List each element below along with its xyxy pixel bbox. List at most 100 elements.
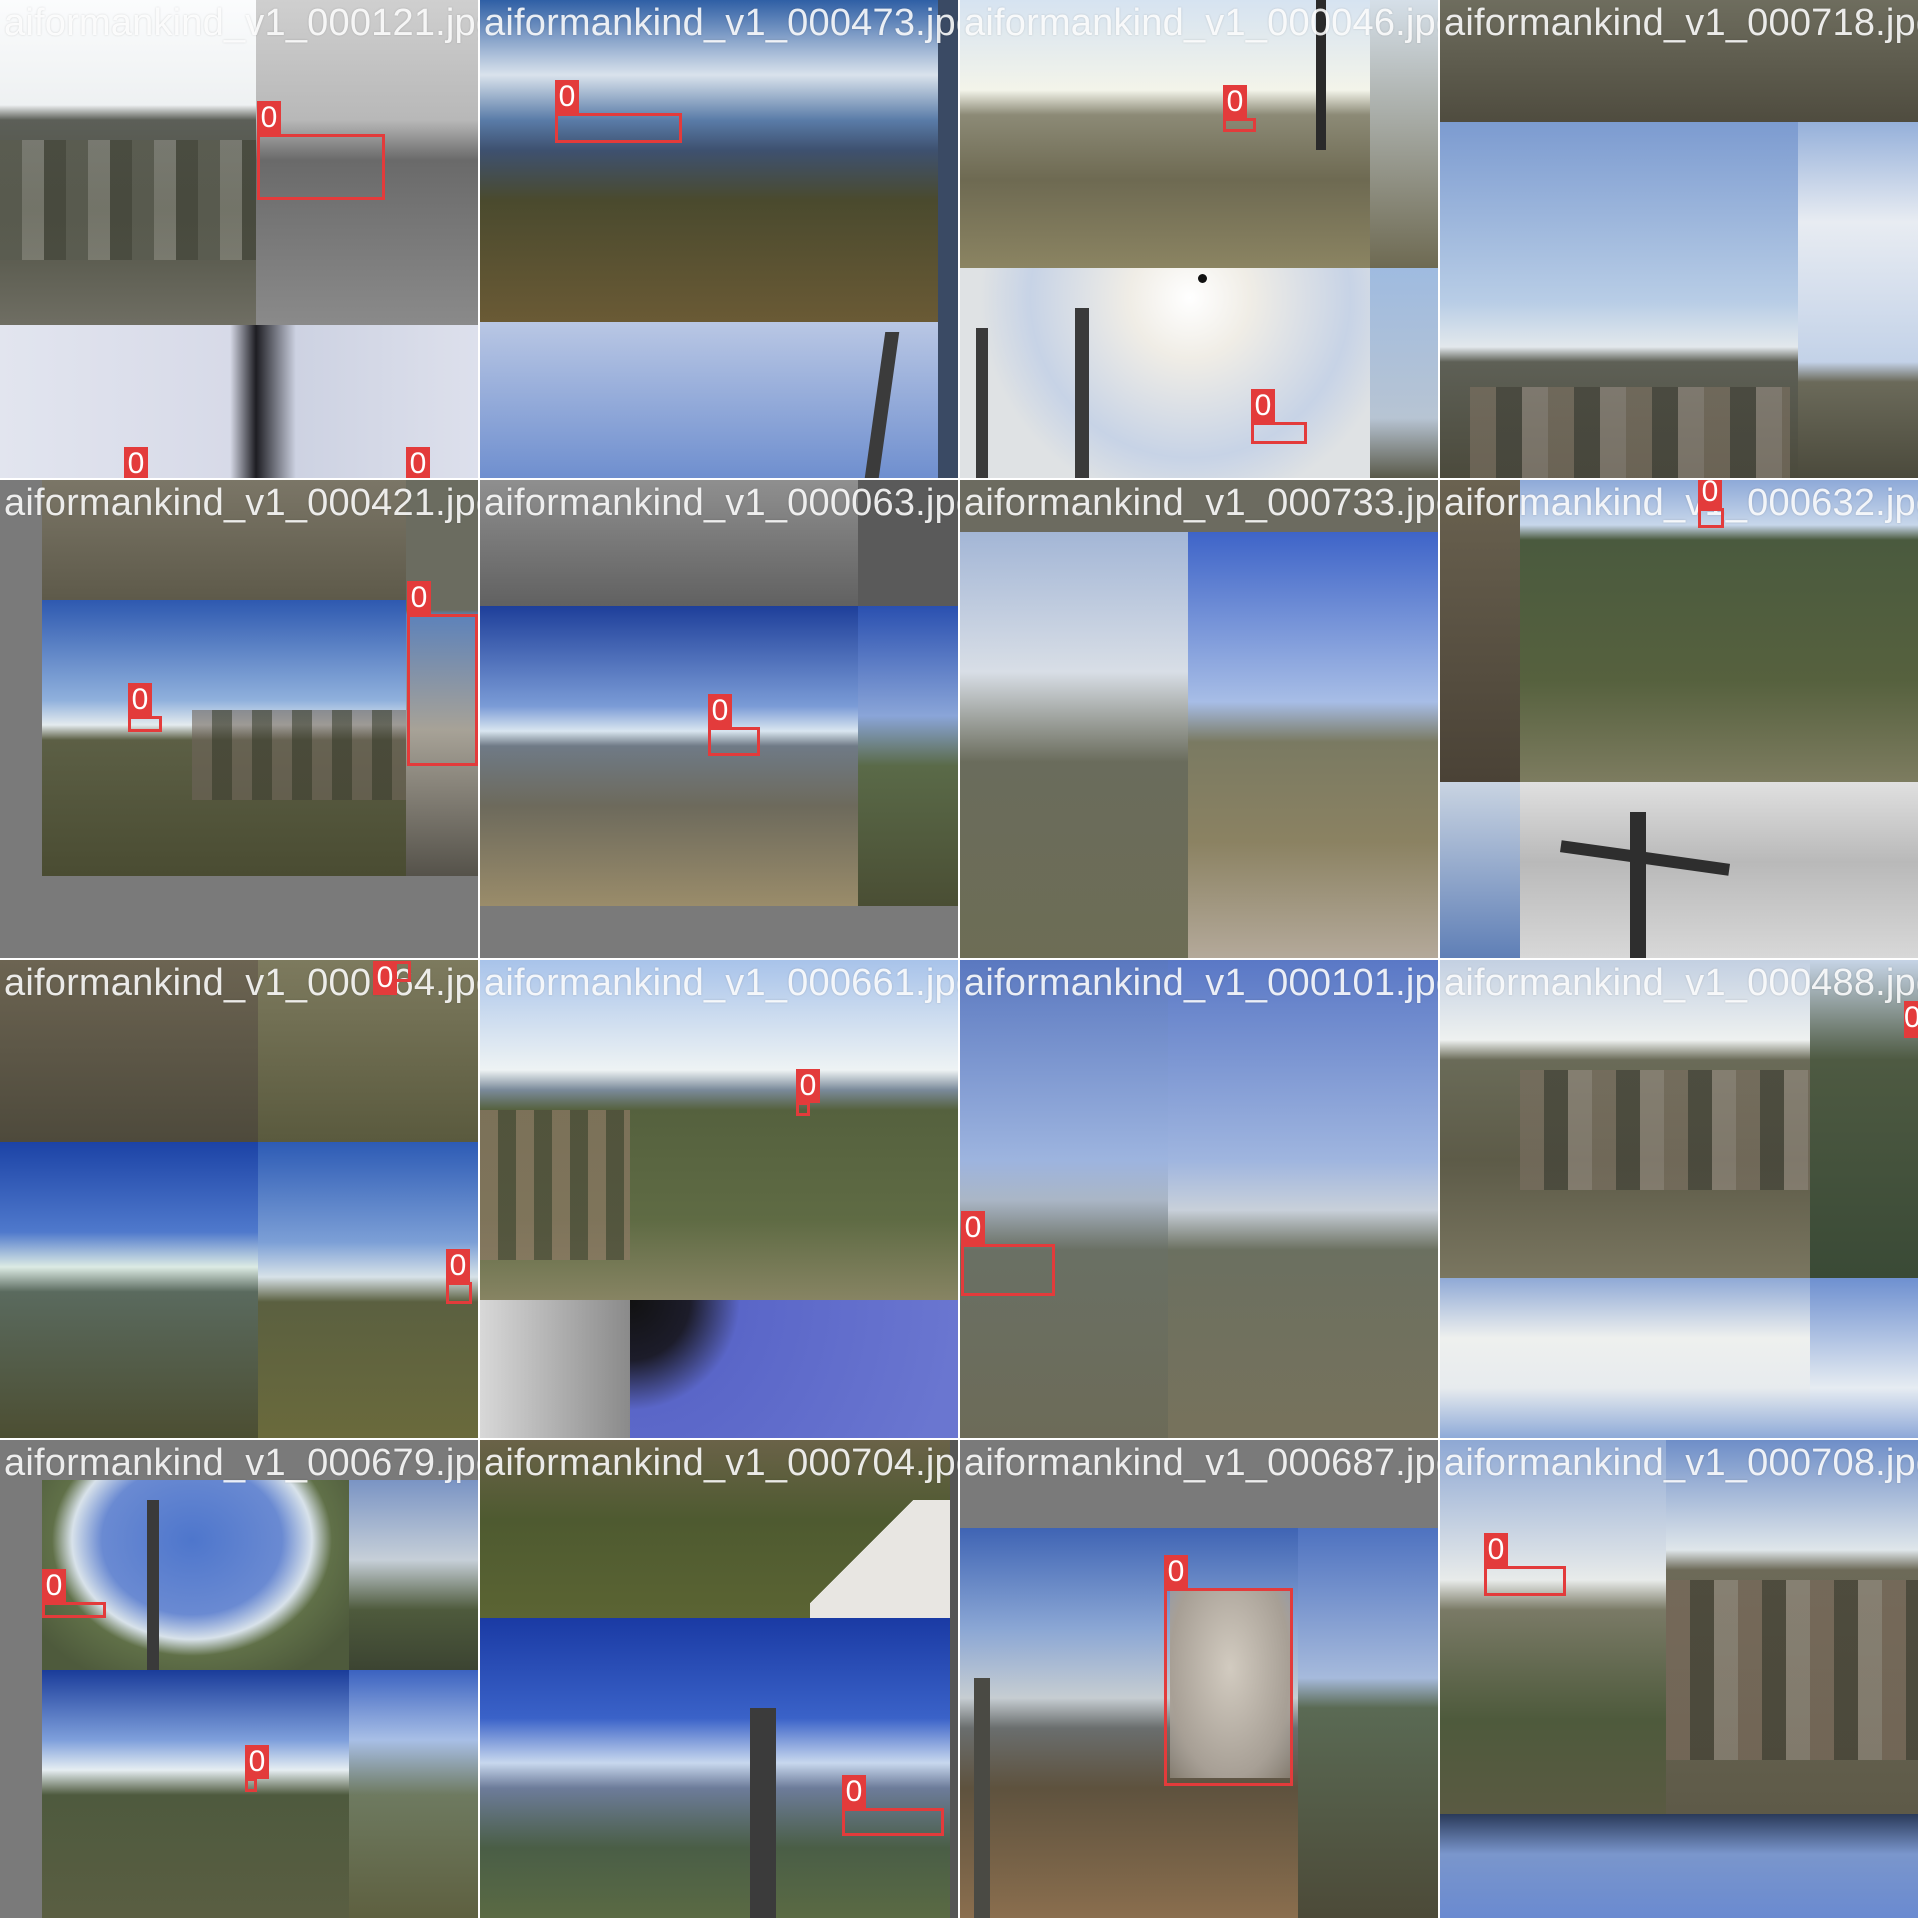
camera-image	[258, 960, 478, 1142]
image-filename: aiformankind_v1_000101.jpg	[964, 962, 1438, 1004]
camera-image	[0, 1142, 258, 1438]
camera-image	[960, 960, 1168, 1438]
camera-image	[1798, 122, 1918, 478]
image-filename: aiformankind_v1_000421.jpg	[4, 482, 478, 524]
camera-image	[480, 1618, 950, 1918]
class-label: 0	[708, 694, 732, 728]
camera-image	[406, 480, 478, 876]
image-filename: aiformankind_v1_000718.jpg	[1444, 2, 1918, 44]
smoke-detection-box: 0	[1904, 1001, 1918, 1038]
camera-image	[1370, 268, 1438, 478]
pixelated-region	[480, 1110, 630, 1260]
camera-image	[349, 1670, 478, 1918]
pixelated-region	[1520, 1070, 1810, 1190]
image-filename: aiformankind_v1_000708.jpg	[1444, 1442, 1918, 1484]
camera-image	[42, 1670, 349, 1918]
dust-spot	[1198, 274, 1207, 283]
mosaic-cell: aiformankind_v1_000632.jpg 0	[1440, 480, 1918, 958]
smoke-detection-box: 0	[1698, 480, 1724, 528]
tower-structure	[1075, 308, 1089, 478]
class-label: 0	[1698, 480, 1722, 509]
mosaic-cell: aiformankind_v1_000101.jpg 0	[960, 960, 1438, 1438]
class-label: 0	[124, 447, 148, 478]
tower-structure	[147, 1500, 159, 1670]
mosaic-cell: aiformankind_v1_000264.jpg 0 0	[0, 960, 478, 1438]
mosaic-cell: aiformankind_v1_000063.jpg 0	[480, 480, 958, 958]
class-label: 0	[1251, 389, 1275, 423]
camera-image	[960, 268, 1370, 478]
camera-image	[1520, 782, 1918, 958]
camera-image	[349, 1480, 478, 1670]
mosaic-cell: aiformankind_v1_000687.jpg 0	[960, 1440, 1438, 1918]
camera-image	[1810, 960, 1918, 1278]
smoke-detection-box: 0	[555, 80, 682, 143]
class-label: 0	[1164, 1555, 1188, 1589]
image-filename: aiformankind_v1_000264.jpg	[4, 962, 478, 1004]
smoke-detection-box: 0	[796, 1069, 820, 1116]
camera-image	[960, 532, 1188, 958]
smoke-detection-box: 0	[245, 1745, 269, 1792]
camera-image	[1168, 960, 1438, 1438]
class-label: 0	[1904, 1001, 1918, 1035]
smoke-detection-box: 0	[257, 101, 385, 200]
camera-image	[480, 0, 938, 322]
camera-image	[858, 480, 958, 606]
camera-image	[960, 1528, 1298, 1918]
camera-image	[1440, 782, 1520, 958]
mosaic-cell: aiformankind_v1_000718.jpg	[1440, 0, 1918, 478]
image-filename: aiformankind_v1_000063.jpg	[484, 482, 958, 524]
camera-image	[258, 1142, 478, 1438]
mosaic-cell: aiformankind_v1_000708.jpg 0	[1440, 1440, 1918, 1918]
camera-image	[1520, 480, 1918, 782]
camera-image	[256, 325, 478, 478]
class-label: 0	[373, 961, 397, 995]
smoke-detection-box: 0	[407, 581, 478, 766]
pixelated-region	[1666, 1580, 1918, 1760]
camera-image	[42, 600, 406, 876]
camera-image	[950, 1440, 958, 1918]
class-label: 0	[42, 1569, 66, 1603]
mosaic-cell: aiformankind_v1_000421.jpg 0 0	[0, 480, 478, 958]
image-filename: aiformankind_v1_000679.jpg	[4, 1442, 478, 1484]
smoke-detection-box: 0	[1223, 85, 1256, 132]
camera-image	[960, 480, 1438, 532]
camera-image	[1440, 1278, 1810, 1438]
camera-image	[42, 1480, 349, 1670]
class-label: 0	[961, 1211, 985, 1245]
mosaic-cell: aiformankind_v1_000661.jpg 0	[480, 960, 958, 1438]
class-label: 0	[796, 1069, 820, 1103]
smoke-detection-box: 0	[1251, 389, 1307, 444]
camera-image	[1440, 480, 1520, 782]
image-filename: aiformankind_v1_000121.jpg	[4, 2, 478, 44]
smoke-detection-box: 0	[128, 683, 162, 732]
mosaic-cell: aiformankind_v1_000046.jpg 0 0	[960, 0, 1438, 478]
smoke-detection-box: 0	[373, 961, 411, 995]
camera-image	[480, 960, 958, 1300]
camera-image	[1440, 0, 1918, 122]
pixelated-region	[192, 710, 406, 800]
camera-image	[630, 1300, 958, 1438]
image-filename: aiformankind_v1_000733.jpg	[964, 482, 1438, 524]
smoke-detection-box: 0	[446, 1249, 472, 1304]
camera-image	[1370, 0, 1438, 268]
camera-image	[0, 0, 256, 325]
class-label: 0	[406, 447, 430, 478]
image-filename: aiformankind_v1_000632.jpg	[1444, 482, 1918, 524]
smoke-detection-box: 0	[961, 1211, 1055, 1296]
image-filename: aiformankind_v1_000687.jpg	[964, 1442, 1438, 1484]
camera-image	[1188, 532, 1438, 958]
class-label: 0	[128, 683, 152, 717]
mosaic-cell: aiformankind_v1_000488.jpg 0	[1440, 960, 1918, 1438]
mosaic-cell: aiformankind_v1_000473.jpg 0	[480, 0, 958, 478]
class-label: 0	[245, 1745, 269, 1779]
image-filename: aiformankind_v1_000046.jpg	[964, 2, 1438, 44]
camera-image	[1666, 1440, 1918, 1814]
camera-image	[480, 322, 938, 478]
smoke-detection-box: 0	[42, 1569, 106, 1618]
pixelated-region	[0, 140, 256, 260]
smoke-detection-box: 0	[708, 694, 760, 756]
class-label: 0	[842, 1775, 866, 1809]
camera-image	[1440, 1814, 1918, 1918]
mosaic-cell: aiformankind_v1_000704.jpg 0	[480, 1440, 958, 1918]
smoke-detection-box: 0	[1484, 1533, 1566, 1596]
